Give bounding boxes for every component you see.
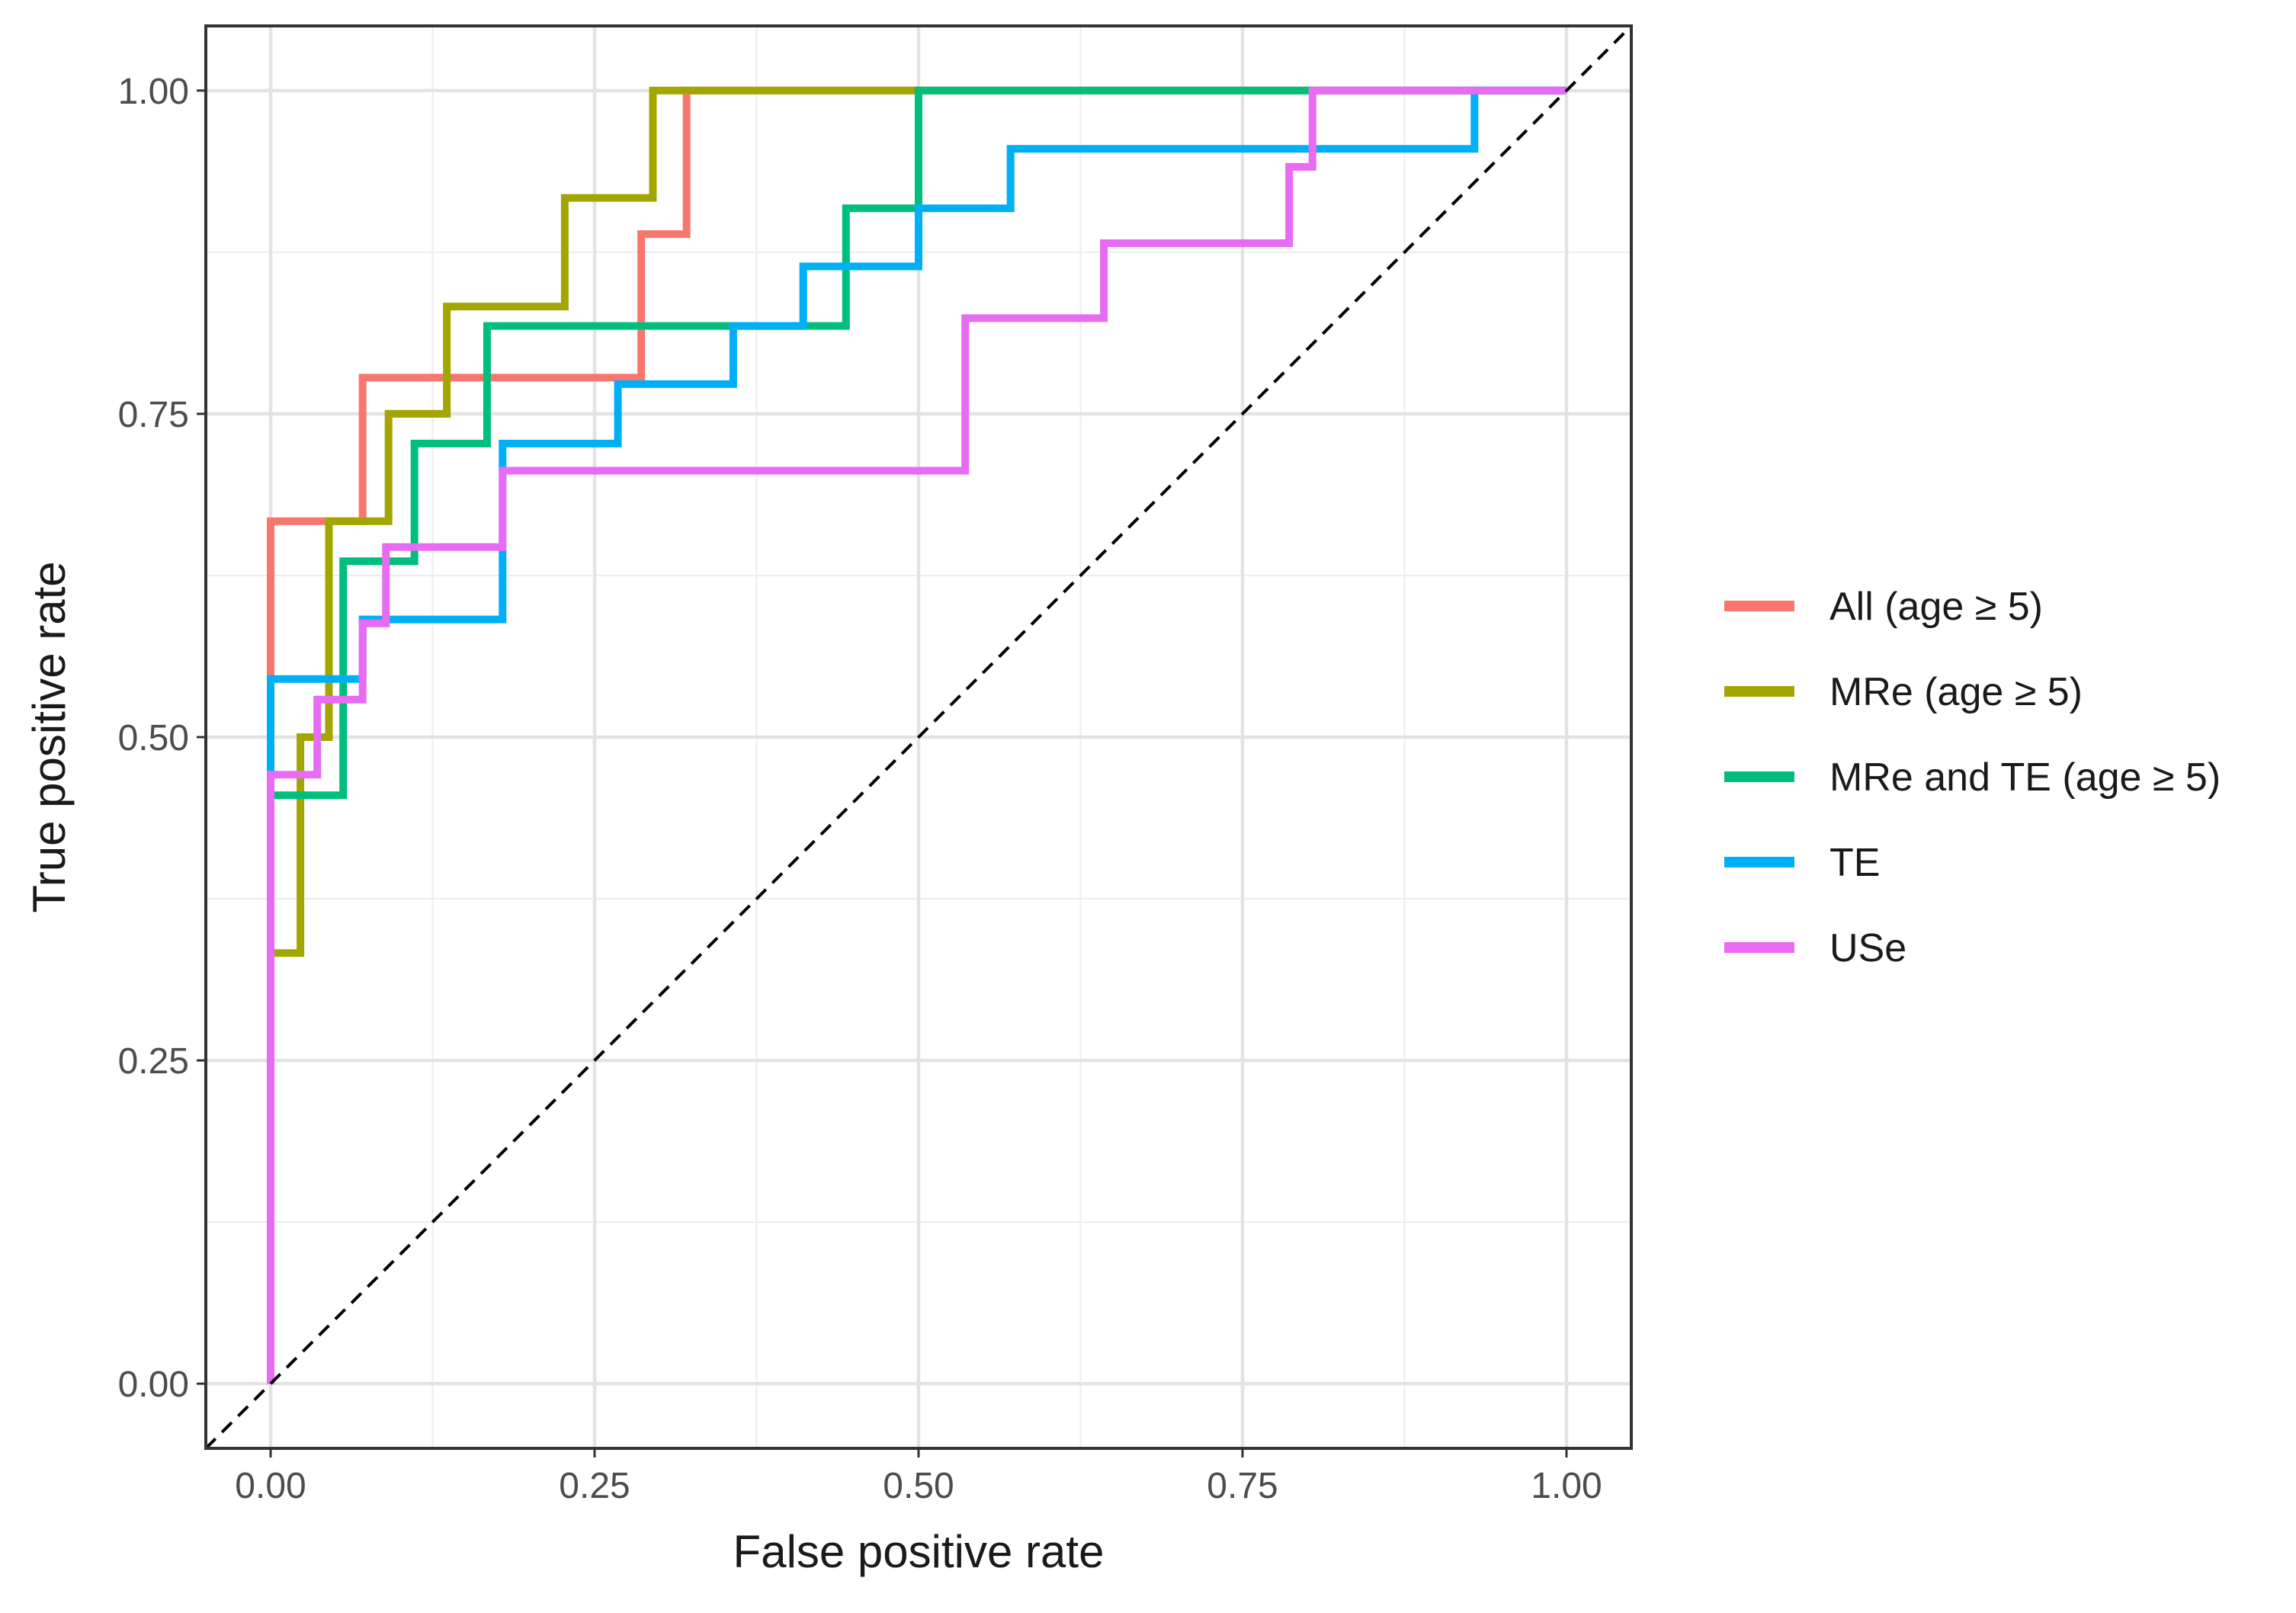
y-tick-label: 0.00 (118, 1364, 189, 1405)
legend-label-0: All (age ≥ 5) (1829, 585, 2043, 629)
roc-series-line-3 (267, 86, 1566, 1384)
y-tick-label: 1.00 (118, 72, 189, 112)
legend-label-3: TE (1829, 841, 1880, 885)
legend-label-symbol: ≥ (2015, 670, 2037, 714)
legend-label-text: TE (1829, 841, 1880, 885)
legend-label-4: USe (1829, 926, 1906, 970)
legend-label-text: All (age (1829, 585, 1975, 629)
x-tick-label: 0.00 (235, 1466, 306, 1506)
x-tick-label: 0.50 (883, 1466, 954, 1506)
y-axis: 0.00 0.25 0.50 0.75 1.00 (118, 72, 206, 1405)
legend-label-text: MRe (age (1829, 670, 2015, 714)
reference-diagonal-line (204, 24, 1633, 1450)
legend-label-symbol: ≥ (1975, 585, 1997, 629)
y-tick-label: 0.25 (118, 1041, 189, 1082)
plot-panel (204, 24, 1633, 1450)
legend-label-symbol: ≥ (2153, 755, 2175, 800)
roc-series-line-4 (267, 86, 1566, 1384)
legend-label-suffix: 5) (2174, 755, 2221, 800)
legend-label-suffix: 5) (2036, 670, 2083, 714)
legend-label-2: MRe and TE (age ≥ 5) (1829, 755, 2221, 800)
legend-label-suffix: 5) (1996, 585, 2043, 629)
y-tick-label: 0.50 (118, 718, 189, 758)
legend: All (age ≥ 5)MRe (age ≥ 5)MRe and TE (ag… (1724, 585, 2221, 970)
y-axis-title: True positive rate (24, 561, 75, 912)
legend-label-1: MRe (age ≥ 5) (1829, 670, 2083, 714)
legend-label-text: USe (1829, 926, 1906, 970)
x-tick-label: 0.75 (1207, 1466, 1278, 1506)
roc-series-line-0 (267, 86, 1566, 1384)
x-axis-title: False positive rate (733, 1526, 1105, 1577)
x-tick-label: 1.00 (1531, 1466, 1602, 1506)
x-tick-label: 0.25 (559, 1466, 630, 1506)
roc-series-line-1 (267, 86, 1566, 1384)
x-axis: 0.00 0.25 0.50 0.75 1.00 (235, 1448, 1602, 1506)
y-tick-label: 0.75 (118, 395, 189, 435)
legend-label-text: MRe and TE (age (1829, 755, 2153, 800)
